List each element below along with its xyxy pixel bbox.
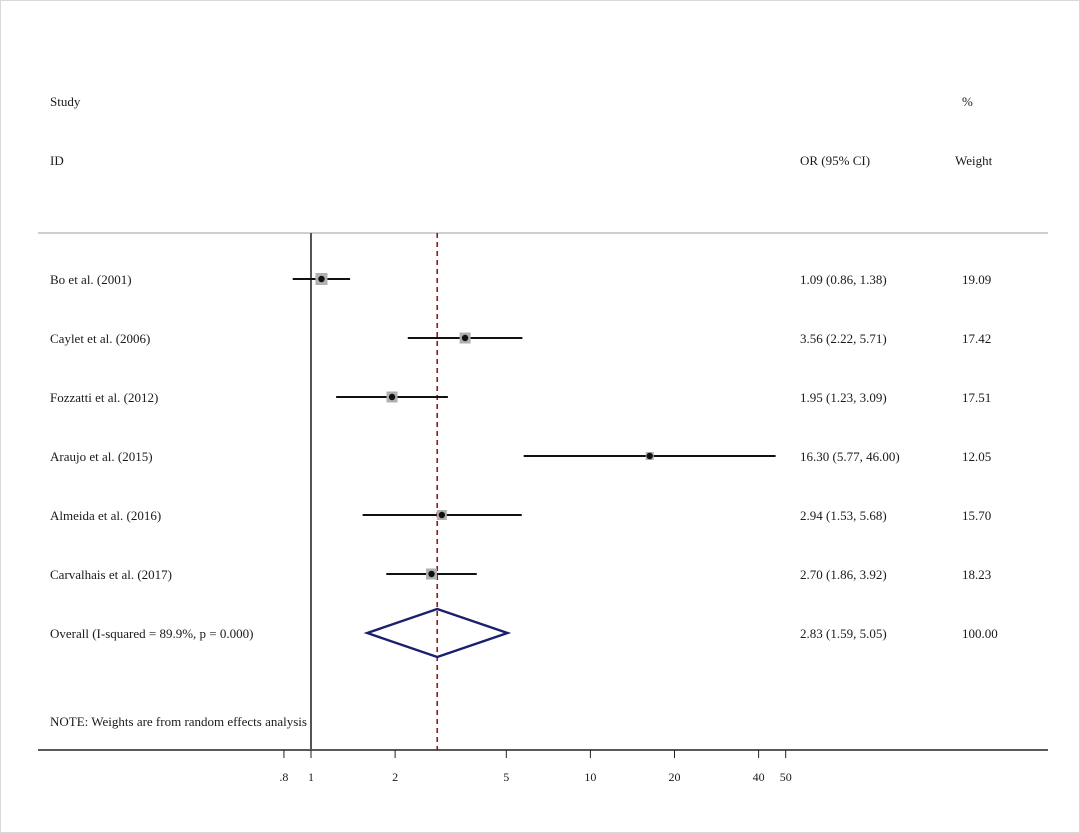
x-tick-label: 1 — [308, 770, 314, 784]
study-name: Fozzatti et al. (2012) — [50, 390, 158, 405]
header-percent: % — [962, 94, 973, 109]
weight-value: 15.70 — [962, 508, 991, 523]
weight-value: 17.42 — [962, 331, 991, 346]
overall-row: Overall (I-squared = 89.9%, p = 0.000) 2.… — [50, 607, 998, 659]
x-tick-label: 5 — [503, 770, 509, 784]
or-ci-value: 2.94 (1.53, 5.68) — [800, 508, 887, 523]
point-estimate — [388, 393, 396, 401]
study-name: Caylet et al. (2006) — [50, 331, 150, 346]
x-tick-label: 50 — [780, 770, 792, 784]
note-text: NOTE: Weights are from random effects an… — [50, 714, 307, 729]
weight-value: 19.09 — [962, 272, 991, 287]
x-tick-label: 10 — [584, 770, 596, 784]
header-id: ID — [50, 153, 64, 168]
study-name: Araujo et al. (2015) — [50, 449, 153, 464]
point-estimate — [646, 452, 653, 460]
study-row: Fozzatti et al. (2012) 1.95 (1.23, 3.09) 1… — [50, 390, 991, 405]
point-estimate — [428, 570, 435, 578]
overall-label: Overall (I-squared = 89.9%, p = 0.000) — [50, 626, 253, 641]
overall-or-ci-value: 2.83 (1.59, 5.05) — [800, 626, 887, 641]
overall-weight-value: 100.00 — [962, 626, 998, 641]
overall-diamond — [363, 607, 512, 659]
study-row: Bo et al. (2001) 1.09 (0.86, 1.38) 19.09 — [50, 272, 991, 287]
or-ci-value: 3.56 (2.22, 5.71) — [800, 331, 887, 346]
header-study: Study — [50, 94, 81, 109]
or-ci-value: 2.70 (1.86, 3.92) — [800, 567, 887, 582]
weight-value: 12.05 — [962, 449, 991, 464]
x-tick-label: 20 — [669, 770, 681, 784]
study-row: Araujo et al. (2015) 16.30 (5.77, 46.00) 1… — [50, 449, 991, 464]
header-weight: Weight — [955, 153, 993, 168]
study-name: Carvalhais et al. (2017) — [50, 567, 172, 582]
or-ci-value: 1.09 (0.86, 1.38) — [800, 272, 887, 287]
point-estimate — [318, 275, 325, 283]
study-name: Bo et al. (2001) — [50, 272, 132, 287]
weight-value: 18.23 — [962, 567, 991, 582]
x-tick-label: .8 — [279, 770, 288, 784]
or-ci-value: 1.95 (1.23, 3.09) — [800, 390, 887, 405]
point-estimate — [438, 511, 446, 519]
study-row: Almeida et al. (2016) 2.94 (1.53, 5.68) 15… — [50, 508, 991, 523]
study-row: Carvalhais et al. (2017) 2.70 (1.86, 3.92… — [50, 567, 991, 582]
study-name: Almeida et al. (2016) — [50, 508, 161, 523]
header-or-ci: OR (95% CI) — [800, 153, 870, 168]
x-tick-label: 40 — [753, 770, 765, 784]
weight-value: 17.51 — [962, 390, 991, 405]
x-tick-label: 2 — [392, 770, 398, 784]
point-estimate — [461, 334, 469, 342]
or-ci-value: 16.30 (5.77, 46.00) — [800, 449, 900, 464]
study-row: Caylet et al. (2006) 3.56 (2.22, 5.71) 17.… — [50, 331, 991, 346]
